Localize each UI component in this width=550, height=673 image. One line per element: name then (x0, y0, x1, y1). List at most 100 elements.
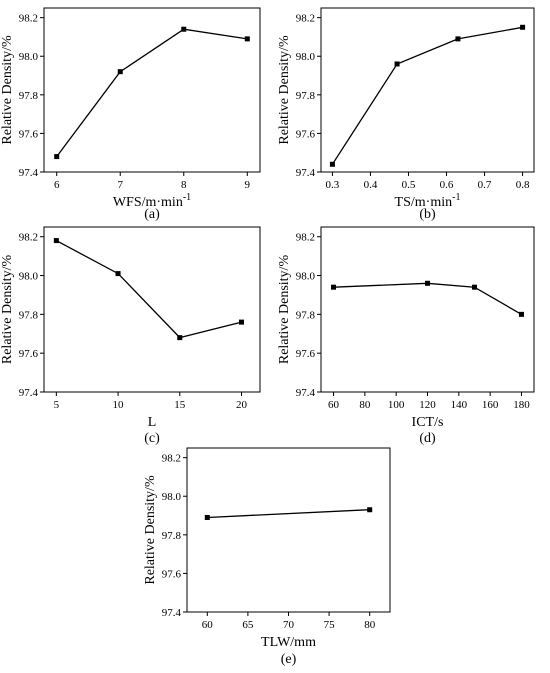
y-tick-label: 98.2 (296, 232, 315, 244)
x-tick-label: 100 (388, 399, 405, 411)
chart-panel-a: 6 7 8 9 97.4 97.6 97.8 98.0 98.2 WFS/m·min-1 Relat… (0, 7, 261, 222)
y-tick-label: 97.8 (296, 309, 316, 321)
x-tick-label: 20 (236, 399, 248, 411)
x-tick-label: 8 (181, 179, 187, 191)
y-axis-title: Relative Density/% (143, 475, 158, 585)
x-tick-label: 0.4 (364, 179, 378, 191)
x-axis-title: WFS/m·min-1 (113, 192, 191, 210)
y-tick-label: 97.6 (296, 348, 316, 360)
panel-caption: (e) (281, 652, 297, 667)
data-point-marker (54, 154, 60, 160)
x-tick-label: 0.5 (402, 179, 416, 191)
y-tick-label: 97.4 (19, 387, 39, 399)
chart-panel-c: 5 10 15 20 97.4 97.6 97.8 98.0 98.2 L Relative Den… (0, 226, 261, 446)
y-tick-label: 98.0 (296, 271, 316, 283)
y-tick-label: 98.2 (19, 13, 38, 25)
x-tick-label: 0.8 (516, 179, 530, 191)
y-tick-label: 98.2 (296, 13, 315, 25)
x-tick-label: 80 (364, 619, 376, 631)
y-axis-title: Relative Density/% (0, 255, 15, 365)
x-tick-label: 0.7 (478, 179, 492, 191)
y-tick-label: 97.8 (296, 90, 316, 102)
data-point-marker (425, 280, 430, 286)
series-line (207, 509, 370, 519)
panel-caption: (a) (144, 207, 160, 222)
data-point-marker (518, 311, 524, 317)
x-tick-label: 70 (283, 619, 295, 631)
series-line (55, 240, 242, 339)
x-tick-label: 7 (117, 179, 123, 191)
y-tick-label: 98.0 (19, 271, 39, 283)
x-tick-label: 160 (482, 399, 499, 411)
y-tick-label: 97.8 (19, 90, 39, 102)
y-tick-label: 98.2 (162, 453, 181, 465)
x-tick-label: 9 (245, 179, 251, 191)
data-point-marker (331, 284, 337, 290)
x-tick-label: 75 (324, 619, 336, 631)
x-tick-label: 65 (242, 619, 254, 631)
data-point-marker (329, 161, 335, 167)
x-tick-label: 10 (113, 399, 125, 411)
y-tick-label: 97.8 (162, 530, 182, 542)
x-tick-label: 0.3 (326, 179, 340, 191)
x-axis-title: TS/m·min-1 (395, 192, 461, 210)
x-tick-label: 0.6 (440, 179, 454, 191)
panel-caption: (c) (144, 431, 160, 446)
x-axis-title: TLW/mm (261, 635, 316, 650)
data-point-marker (455, 36, 461, 42)
y-tick-label: 97.4 (162, 607, 182, 619)
data-point-marker (471, 284, 477, 290)
y-axis-title: Relative Density/% (0, 35, 15, 145)
y-tick-label: 97.6 (162, 568, 182, 580)
y-tick-label: 98.0 (296, 51, 316, 63)
x-tick-label: 180 (513, 399, 530, 411)
y-axis-title: Relative Density/% (277, 255, 292, 365)
plot-frame (186, 447, 391, 613)
chart-panel-d: 60 80 100 120 140 160 180 97.4 97.6 97.8 98.0 98.2 I… (277, 226, 535, 446)
data-point-marker (244, 36, 250, 42)
data-point-marker (177, 335, 183, 341)
y-tick-label: 98.0 (162, 491, 182, 503)
y-tick-label: 98.2 (19, 232, 38, 244)
data-point-marker (181, 26, 187, 32)
x-tick-label: 140 (451, 399, 468, 411)
data-point-marker (367, 507, 373, 513)
x-tick-label: 80 (359, 399, 371, 411)
x-axis-title: L (148, 415, 157, 430)
y-axis-title: Relative Density/% (277, 35, 292, 145)
chart-panel-e: 60 65 70 75 80 97.4 97.6 97.8 98.0 98.2 TLW/mm Rela… (143, 447, 391, 667)
x-tick-label: 5 (54, 399, 60, 411)
series-line (333, 282, 522, 315)
x-tick-label: 60 (202, 619, 214, 631)
series-line (56, 28, 248, 157)
data-point-marker (117, 69, 123, 75)
y-tick-label: 98.0 (19, 51, 39, 63)
y-tick-label: 97.6 (296, 128, 316, 140)
data-point-marker (238, 319, 244, 325)
y-tick-label: 97.8 (19, 309, 39, 321)
y-tick-label: 97.4 (19, 167, 39, 179)
x-axis-title: ICT/s (412, 415, 444, 430)
chart-panel-b: 0.3 0.4 0.5 0.6 0.7 0.8 97.4 97.6 97.8 98.0 98.2 TS… (277, 7, 535, 222)
plot-frame (320, 7, 535, 173)
y-tick-label: 97.6 (19, 128, 39, 140)
x-tick-label: 6 (54, 179, 60, 191)
y-tick-label: 97.4 (296, 167, 316, 179)
x-tick-label: 60 (328, 399, 340, 411)
data-point-marker (520, 24, 526, 30)
data-point-marker (53, 238, 59, 244)
plot-frame (43, 7, 261, 173)
series-line (331, 26, 523, 165)
y-tick-label: 97.4 (296, 387, 316, 399)
panel-caption: (b) (419, 207, 436, 222)
plot-frame (43, 226, 261, 393)
data-point-marker (204, 514, 210, 520)
data-point-marker (394, 61, 400, 67)
x-tick-label: 15 (174, 399, 186, 411)
x-tick-label: 120 (419, 399, 436, 411)
data-point-marker (115, 271, 121, 277)
panel-caption: (d) (419, 431, 436, 446)
plot-frame (320, 226, 535, 393)
y-tick-label: 97.6 (19, 348, 39, 360)
